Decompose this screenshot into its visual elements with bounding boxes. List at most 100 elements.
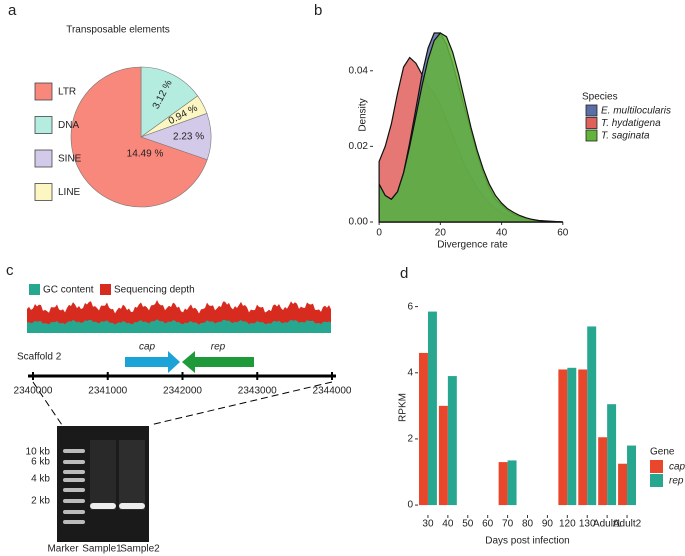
panel-label: b <box>314 2 322 19</box>
x-tick-label: 70 <box>502 519 514 530</box>
gel-band <box>90 503 116 509</box>
y-tick-label: 6 <box>407 301 413 312</box>
scaffold-tick-label: 2341000 <box>88 386 127 397</box>
panel-label: c <box>6 262 14 279</box>
gel-lane-label: Sample2 <box>120 544 160 555</box>
legend-swatch <box>29 284 40 295</box>
gel-band <box>119 503 145 509</box>
legend-label: LTR <box>58 87 76 98</box>
x-tick-label: 90 <box>542 519 554 530</box>
value-label: 2.23 % <box>173 131 204 142</box>
y-tick-label: 0.02 <box>349 141 369 152</box>
bar <box>587 326 597 506</box>
bar <box>558 369 568 506</box>
gene-arrow <box>125 351 180 373</box>
bar <box>418 352 428 506</box>
gel-marker-label: 10 kb <box>26 447 51 458</box>
gel-marker-label: 2 kb <box>31 496 50 507</box>
legend-label: SINE <box>58 154 82 165</box>
y-tick-label: 0.04 <box>349 65 369 76</box>
x-tick-label: 60 <box>482 519 494 530</box>
gel-smear <box>119 440 145 510</box>
y-tick-label: 0 <box>407 500 413 511</box>
pie-slice <box>140 66 199 138</box>
scaffold-label: Scaffold 2 <box>17 352 62 363</box>
legend-title: Species <box>582 92 618 103</box>
zoom-line <box>149 381 333 426</box>
legend-swatch <box>650 460 663 473</box>
gel-marker-label: 4 kb <box>31 474 50 485</box>
legend-swatch <box>585 117 598 129</box>
legend-label: GC content <box>43 285 94 296</box>
legend-swatch <box>650 474 663 487</box>
scaffold-tick-label: 2343000 <box>238 386 277 397</box>
x-tick-label: 40 <box>442 519 454 530</box>
legend-label: DNA <box>58 120 79 131</box>
bar <box>618 463 628 506</box>
panel-label: a <box>8 2 17 19</box>
legend-label: T. saginata <box>601 131 650 142</box>
pie-slice <box>70 66 208 208</box>
x-tick-label: 0 <box>376 228 382 239</box>
chart-title: Transposable elements <box>66 25 170 36</box>
legend-label: E. multilocularis <box>601 106 671 117</box>
legend-swatch <box>585 129 598 142</box>
bar <box>627 445 637 506</box>
x-axis-title: Days post infection <box>485 536 570 547</box>
scaffold-tick-label: 2340000 <box>14 386 53 397</box>
bar <box>598 437 608 506</box>
gel-smear <box>90 440 116 510</box>
gene-label: rep <box>211 342 226 353</box>
density-area <box>378 32 563 223</box>
gene-arrow <box>182 351 254 373</box>
gel-lane-label: Marker <box>47 544 79 555</box>
legend-label: T. hydatigena <box>601 118 661 129</box>
bar <box>578 369 588 506</box>
legend-title: Gene <box>650 447 675 458</box>
gel-lane-label: Sample1 <box>82 544 122 555</box>
x-tick-label: 130 <box>579 519 596 530</box>
gc-track <box>27 319 331 333</box>
x-tick-label: 20 <box>435 228 447 239</box>
bar <box>438 405 448 506</box>
gel-marker-bands <box>63 449 85 524</box>
x-tick-label: 80 <box>522 519 534 530</box>
x-tick-label: 50 <box>462 519 474 530</box>
scaffold-tick-label: 2342000 <box>163 386 202 397</box>
y-axis-title: RPKM <box>398 393 409 422</box>
x-tick-label: 60 <box>557 228 569 239</box>
legend-swatch <box>585 104 598 117</box>
legend-label: LINE <box>58 187 81 198</box>
y-tick-label: 0.00 <box>349 217 369 228</box>
y-axis-title: Density <box>358 98 369 131</box>
legend-swatch <box>34 116 53 134</box>
legend-swatch <box>34 183 53 201</box>
legend-label: Sequencing depth <box>114 285 195 296</box>
x-tick-label: 30 <box>422 519 434 530</box>
zoom-line <box>32 381 63 426</box>
bar <box>427 311 437 506</box>
bar <box>607 404 617 506</box>
bar <box>507 460 517 506</box>
x-tick-label: Adult1 <box>593 519 622 530</box>
legend-label: rep <box>669 476 684 487</box>
value-label: 14.49 % <box>127 149 164 160</box>
x-tick-label: 40 <box>496 228 508 239</box>
x-tick-label: Adult2 <box>613 519 642 530</box>
bar <box>447 376 457 506</box>
gel-marker-label: 6 kb <box>31 457 50 468</box>
bar <box>567 367 577 506</box>
scaffold-tick-label: 2344000 <box>313 386 352 397</box>
x-tick-label: 120 <box>559 519 576 530</box>
legend-swatch <box>100 284 111 295</box>
legend-swatch <box>34 149 53 168</box>
legend-swatch <box>34 82 53 101</box>
bar <box>498 462 508 506</box>
legend-label: cap <box>669 462 685 473</box>
y-tick-label: 2 <box>407 434 413 445</box>
y-tick-label: 4 <box>407 367 413 378</box>
gene-label: cap <box>139 342 156 353</box>
x-axis-title: Divergence rate <box>437 240 508 251</box>
panel-label: d <box>400 265 408 282</box>
